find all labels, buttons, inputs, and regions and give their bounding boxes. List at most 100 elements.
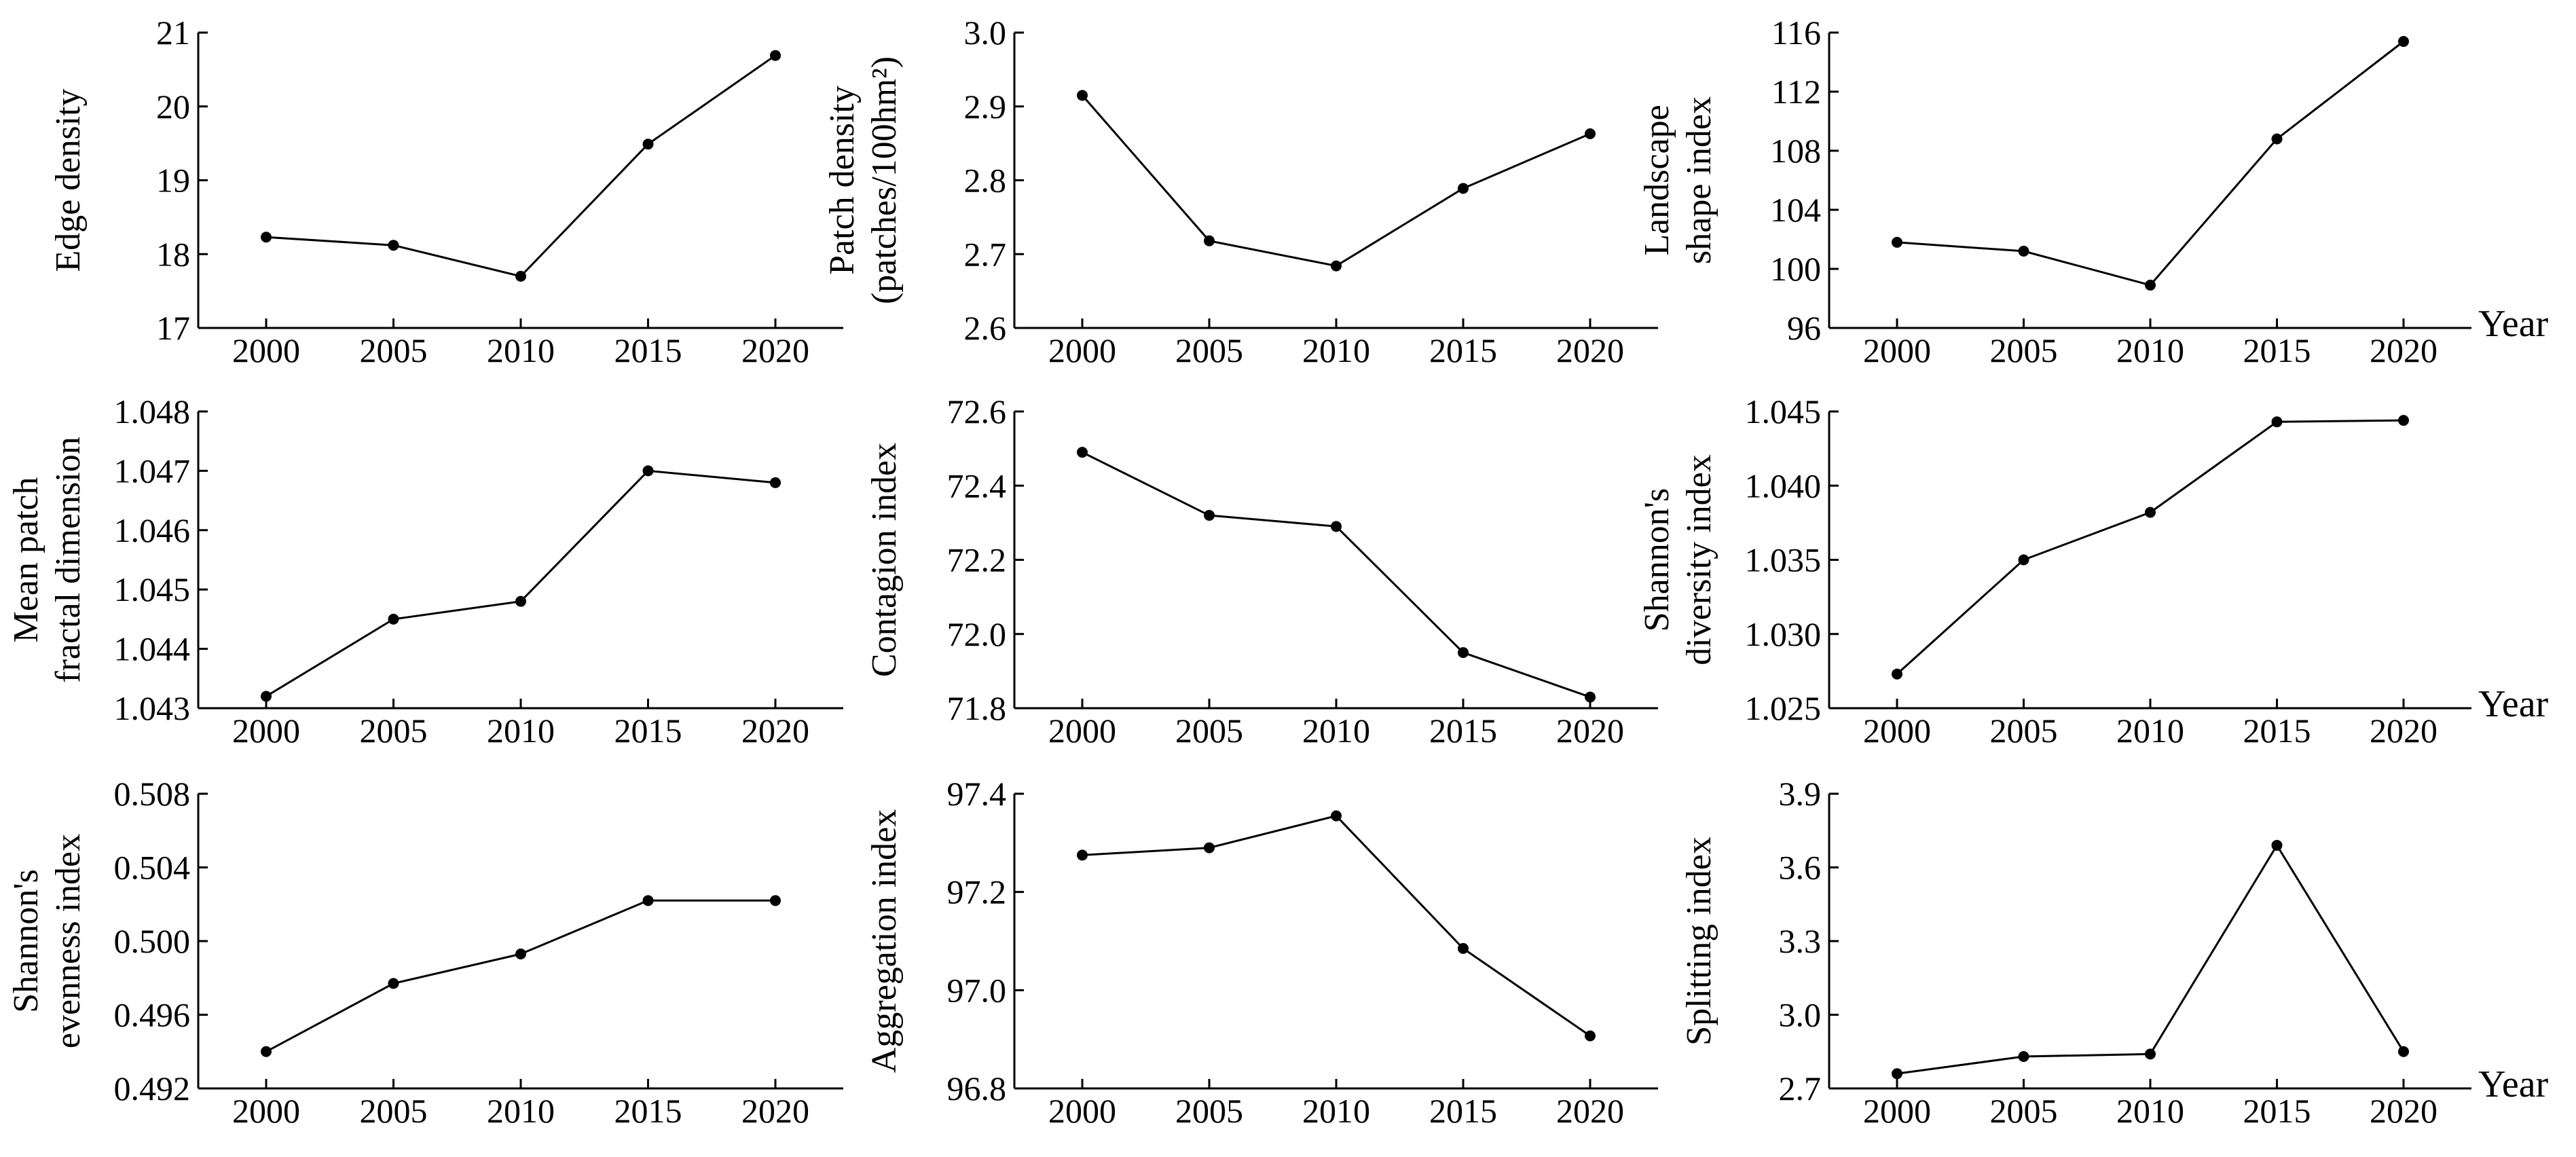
x-axis-label: Year [2478,303,2549,345]
y-axis-label: Patch density [823,86,862,275]
x-tick-label: 2005 [1175,331,1243,369]
y-tick-label: 1.046 [114,511,191,549]
x-tick-label: 2015 [1429,1092,1497,1130]
y-tick-label: 1.048 [114,392,191,430]
data-point [1331,521,1342,532]
y-tick-label: 72.6 [947,392,1007,430]
x-tick-label: 2005 [360,1092,428,1130]
series-line [1896,843,2405,1075]
data-point [1892,1068,1902,1080]
x-tick-label: 2010 [2116,712,2184,750]
y-tick-label: 96 [1787,309,1821,347]
y-tick-label: 108 [1770,132,1821,170]
series-line [1896,419,2404,675]
x-tick-label: 2015 [2243,712,2311,750]
y-tick-label: 2.9 [964,88,1007,126]
data-point [1077,90,1088,101]
data-point [515,270,526,282]
x-tick-label: 2020 [2370,1092,2437,1130]
data-point [515,595,526,607]
data-point [642,895,654,906]
y-tick-label: 3.6 [1779,849,1822,887]
x-tick-label: 2010 [1302,712,1370,750]
y-tick-label: 2.7 [1779,1069,1822,1107]
data-point [1458,942,1469,954]
y-tick-label: 0.492 [114,1069,191,1107]
x-tick-label: 2020 [2370,712,2437,750]
data-point [770,477,781,488]
x-tick-label: 2000 [1048,712,1116,750]
y-tick-label: 116 [1771,14,1821,52]
data-point [2145,1048,2156,1060]
y-tick-label: 2.6 [964,309,1007,347]
y-tick-label: 72.2 [947,541,1007,579]
data-point [1892,668,1902,680]
y-axis-label: fractal dimension [49,437,88,682]
y-tick-label: 0.504 [114,849,191,887]
y-axis-label: Splitting index [1680,837,1718,1046]
data-point [1585,1030,1596,1042]
y-axis-label: diversity index [1680,454,1718,665]
x-tick-label: 2010 [2116,1092,2184,1130]
y-tick-label: 0.508 [114,775,191,813]
data-point [515,948,526,959]
x-tick-label: 2020 [741,331,809,369]
data-point [1204,509,1215,521]
data-point [261,691,272,702]
series-line [265,899,775,1053]
y-tick-label: 3.9 [1779,775,1822,813]
y-tick-label: 1.030 [1745,615,1822,653]
x-tick-label: 2010 [487,1092,555,1130]
y-tick-label: 17 [156,309,190,347]
x-tick-label: 2005 [1175,1092,1243,1130]
data-point [2018,554,2029,566]
x-axis-label: Year [2478,1063,2549,1105]
data-point [1204,842,1215,853]
chart-panel-5: 71.8 72.0 72.2 72.4 72.6 2000 2005 2010 2015 2020… [865,392,1658,750]
x-tick-label: 2020 [1556,331,1624,369]
data-point [2145,507,2156,518]
x-tick-label: 2010 [487,712,555,750]
y-tick-label: 20 [156,88,190,126]
y-tick-label: 1.035 [1745,541,1822,579]
y-tick-label: 18 [156,235,190,273]
y-tick-label: 0.500 [114,922,191,960]
data-point [388,978,399,989]
x-tick-label: 2010 [1302,1092,1370,1130]
y-tick-label: 1.045 [1745,392,1822,430]
data-point [1077,849,1088,861]
data-point [2398,36,2409,48]
x-tick-label: 2005 [360,712,428,750]
x-tick-label: 2020 [741,712,809,750]
series-line [1082,814,1591,1037]
data-point [1458,183,1469,194]
data-point [2398,1046,2409,1057]
x-tick-label: 2005 [1990,712,2058,750]
y-tick-label: 1.043 [114,689,191,727]
data-point [1585,691,1596,703]
chart-panel-1: 17 18 19 20 21 2000 2005 2010 2015 2020 Edge densi… [49,14,843,369]
series-line [1082,451,1591,699]
data-point [1585,128,1596,139]
data-point [261,1046,272,1057]
y-tick-label: 96.8 [947,1069,1007,1107]
x-tick-label: 2020 [741,1092,809,1130]
x-tick-label: 2020 [1556,1092,1624,1130]
y-tick-label: 19 [156,162,190,200]
x-tick-label: 2020 [1556,712,1624,750]
x-tick-label: 2005 [1990,331,2058,369]
x-tick-label: 2000 [232,331,300,369]
x-tick-label: 2020 [2370,331,2437,369]
y-axis-label: Aggregation index [865,809,904,1073]
series-line [1896,40,2404,287]
y-tick-label: 1.044 [114,630,191,668]
chart-panel-2: 2.6 2.7 2.8 2.9 3.0 2000 2005 2010 2015 2020 Patch… [823,14,1658,369]
x-tick-label: 2005 [1990,1092,2058,1130]
x-tick-label: 2010 [2116,331,2184,369]
data-point [1204,235,1215,246]
y-tick-label: 97.0 [947,971,1007,1009]
y-tick-label: 112 [1771,73,1821,111]
x-tick-label: 2015 [2243,1092,2311,1130]
data-point [1331,810,1342,822]
data-point [642,139,654,150]
